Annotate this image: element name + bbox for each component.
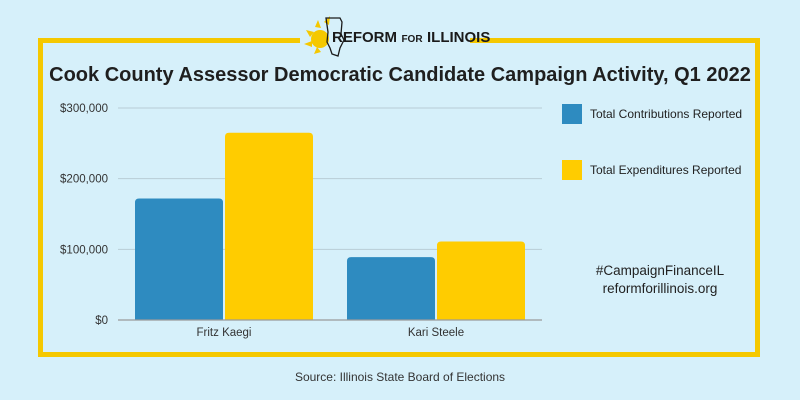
legend-swatch-contributions [562,104,582,124]
logo-word-reform: REFORM [332,29,397,46]
logo-wordmark: REFORM FOR ILLINOIS [332,29,490,47]
bar-contributions [347,257,435,320]
legend-label-expenditures: Total Expenditures Reported [590,163,742,177]
source-note: Source: Illinois State Board of Election… [294,370,506,384]
website-link[interactable]: reformforillinois.org [602,281,718,296]
y-tick-label: $300,000 [60,103,108,115]
hashtag: #CampaignFinanceIL [595,263,725,278]
reform-for-illinois-logo: REFORM FOR ILLINOIS [300,12,490,58]
bar-expenditures [225,132,313,320]
x-tick-label: Fritz Kaegi [197,327,252,339]
chart-title: Cook County Assessor Democratic Candidat… [49,64,751,86]
x-tick-label: Kari Steele [408,327,464,339]
y-tick-label: $100,000 [60,244,108,256]
sun-illinois-icon [304,16,345,57]
y-tick-label: $0 [95,315,108,327]
bar-expenditures [437,241,525,320]
legend-label-contributions: Total Contributions Reported [590,107,743,121]
legend-item-contributions: Total Contributions Reported [562,104,742,124]
logo-word-illinois: ILLINOIS [427,29,491,46]
legend-swatch-expenditures [562,160,582,180]
bar-contributions [135,198,223,320]
legend-item-expenditures: Total Expenditures Reported [562,160,741,180]
campaign-tag-block: #CampaignFinanceIL reformforillinois.org [565,262,755,298]
y-tick-label: $200,000 [60,174,108,186]
logo-word-for: FOR [401,34,423,45]
